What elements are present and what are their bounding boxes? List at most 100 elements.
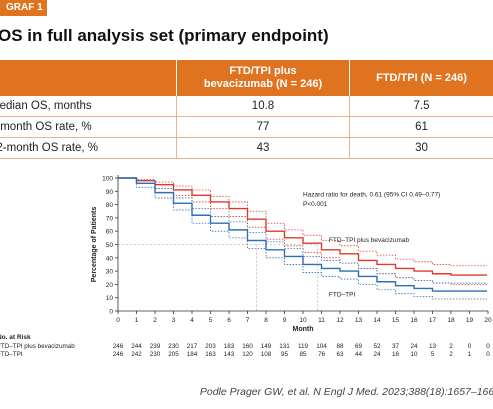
series-ci-lower [118, 177, 488, 300]
at-risk-value: 239 [150, 343, 161, 350]
x-tick-label: 3 [172, 317, 176, 324]
summary-cell: 30 [349, 137, 493, 159]
x-tick-label: 2 [153, 317, 157, 324]
citation: Podle Prager GW, et al. N Engl J Med. 20… [199, 386, 493, 398]
x-tick-label: 9 [283, 317, 287, 324]
hazard-ratio-annotation: Hazard ratio for death, 0.61 (95% CI 0.4… [303, 192, 440, 199]
at-risk-value: 16 [392, 351, 400, 358]
at-risk-value: 163 [205, 351, 216, 358]
x-tick-label: 7 [246, 317, 250, 324]
x-tick-label: 0 [116, 317, 120, 324]
at-risk-value: 246 [113, 343, 124, 350]
at-risk-value: 13 [429, 343, 437, 350]
at-risk-value: 104 [316, 343, 327, 350]
y-tick-label: 70 [106, 215, 114, 222]
summary-row-label: 12-month OS rate, % [0, 137, 177, 159]
at-risk-value: 230 [168, 343, 179, 350]
summary-row: 6-month OS rate, % 77 61 [0, 116, 493, 138]
x-tick-label: 10 [299, 317, 307, 324]
x-tick-label: 11 [318, 317, 325, 324]
summary-row: Median OS, months 10.8 7.5 [0, 96, 493, 117]
at-risk-value: 69 [355, 343, 363, 350]
at-risk-value: 24 [373, 351, 381, 358]
at-risk-value: 217 [187, 343, 198, 350]
y-tick-label: 90 [106, 189, 114, 196]
y-tick-label: 80 [106, 202, 114, 209]
at-risk-value: 95 [281, 351, 289, 358]
summary-row: 12-month OS rate, % 43 30 [0, 137, 493, 159]
y-tick-label: 20 [106, 282, 114, 289]
x-tick-label: 18 [447, 317, 455, 324]
summary-header-blank [0, 60, 177, 96]
series-label: FTD–TPI plus bevacizumab [329, 237, 410, 244]
x-tick-label: 5 [209, 317, 213, 324]
series-ci-upper [118, 177, 488, 267]
summary-cell: 61 [349, 116, 493, 138]
x-tick-label: 19 [466, 317, 474, 324]
x-tick-label: 13 [355, 317, 363, 324]
at-risk-value: 246 [113, 351, 124, 358]
at-risk-value: 230 [150, 351, 161, 358]
at-risk-value: 52 [373, 343, 381, 350]
y-tick-label: 50 [106, 242, 114, 249]
summary-header-mono: FTD/TPI (N = 246) [349, 60, 493, 96]
at-risk-value: 0 [486, 351, 490, 358]
x-tick-label: 15 [392, 317, 400, 324]
at-risk-value: 108 [261, 351, 272, 358]
series-line [118, 177, 488, 276]
y-tick-label: 30 [106, 269, 114, 276]
at-risk-value: 0 [486, 343, 490, 350]
y-tick-label: 0 [109, 309, 113, 316]
at-risk-value: 244 [131, 343, 142, 350]
at-risk-value: 85 [299, 351, 307, 358]
series-ci-upper [118, 177, 488, 284]
series-ci-lower [118, 177, 488, 285]
at-risk-heading: No. at Risk [0, 334, 31, 341]
x-tick-label: 6 [227, 317, 231, 324]
at-risk-value: 160 [242, 343, 253, 350]
at-risk-row-label: FTD–TPI [0, 351, 23, 358]
summary-table: FTD/TPI plus bevacizumab (N = 246) FTD/T… [0, 60, 493, 159]
x-tick-label: 12 [336, 317, 344, 324]
at-risk-value: 120 [242, 351, 253, 358]
series-line [118, 177, 488, 292]
y-tick-label: 40 [106, 255, 114, 262]
at-risk-value: 242 [131, 351, 142, 358]
at-risk-value: 37 [392, 343, 400, 350]
at-risk-value: 24 [410, 343, 418, 350]
at-risk-value: 2 [449, 351, 453, 358]
x-tick-label: 20 [484, 317, 492, 324]
summary-header-combo-line1: FTD/TPI plus [229, 65, 297, 77]
y-tick-label: 100 [102, 176, 113, 183]
at-risk-value: 5 [431, 351, 435, 358]
x-axis-label: Month [293, 326, 314, 333]
at-risk-row-label: FTD–TPI plus bevacizumab [0, 343, 75, 350]
summary-header-combo-line2: bevacizumab (N = 246) [203, 78, 323, 90]
series-label: FTD–TPI [329, 291, 356, 298]
at-risk-value: 205 [168, 351, 179, 358]
x-tick-label: 17 [429, 317, 437, 324]
y-axis-label: Percentage of Patients [91, 207, 98, 283]
x-tick-label: 14 [373, 317, 381, 324]
summary-row-label: Median OS, months [0, 96, 177, 117]
at-risk-value: 10 [410, 351, 418, 358]
p-value-annotation: P<0.001 [303, 201, 328, 208]
x-tick-label: 4 [190, 317, 194, 324]
at-risk-value: 1 [468, 351, 472, 358]
x-tick-label: 8 [264, 317, 268, 324]
x-tick-label: 1 [135, 317, 139, 324]
at-risk-value: 203 [205, 343, 216, 350]
at-risk-value: 88 [336, 343, 344, 350]
summary-cell: 10.8 [176, 96, 350, 117]
at-risk-value: 184 [187, 351, 198, 358]
y-tick-label: 10 [106, 295, 114, 302]
summary-header-combo: FTD/TPI plus bevacizumab (N = 246) [176, 60, 350, 96]
summary-cell: 77 [176, 116, 350, 138]
at-risk-value: 63 [336, 351, 344, 358]
at-risk-value: 76 [318, 351, 326, 358]
at-risk-value: 149 [261, 343, 272, 350]
figure-title: OS in full analysis set (primary endpoin… [0, 26, 329, 45]
at-risk-value: 119 [298, 343, 309, 350]
